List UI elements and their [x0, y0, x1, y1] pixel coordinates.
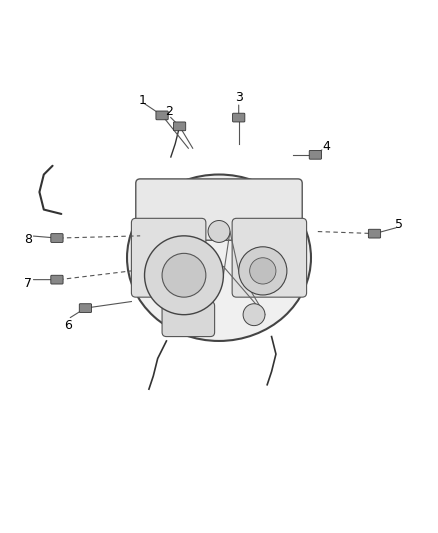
FancyBboxPatch shape: [156, 111, 168, 120]
Ellipse shape: [127, 174, 311, 341]
Circle shape: [243, 304, 265, 326]
Circle shape: [145, 236, 223, 314]
FancyBboxPatch shape: [131, 219, 206, 297]
Text: 7: 7: [25, 277, 32, 289]
FancyBboxPatch shape: [232, 219, 307, 297]
Circle shape: [208, 221, 230, 243]
FancyBboxPatch shape: [162, 302, 215, 336]
FancyBboxPatch shape: [368, 229, 381, 238]
FancyBboxPatch shape: [51, 233, 63, 243]
Circle shape: [239, 247, 287, 295]
Text: 2: 2: [165, 104, 173, 117]
Text: 6: 6: [64, 319, 72, 332]
Text: 8: 8: [25, 233, 32, 246]
Circle shape: [162, 253, 206, 297]
FancyBboxPatch shape: [136, 179, 302, 240]
FancyBboxPatch shape: [51, 275, 63, 284]
FancyBboxPatch shape: [79, 304, 92, 312]
FancyBboxPatch shape: [173, 122, 186, 131]
Text: 4: 4: [322, 140, 330, 152]
Circle shape: [250, 258, 276, 284]
FancyBboxPatch shape: [309, 150, 321, 159]
Text: 3: 3: [235, 91, 243, 104]
Text: 5: 5: [396, 219, 403, 231]
Text: 1: 1: [138, 94, 146, 107]
FancyBboxPatch shape: [233, 113, 245, 122]
